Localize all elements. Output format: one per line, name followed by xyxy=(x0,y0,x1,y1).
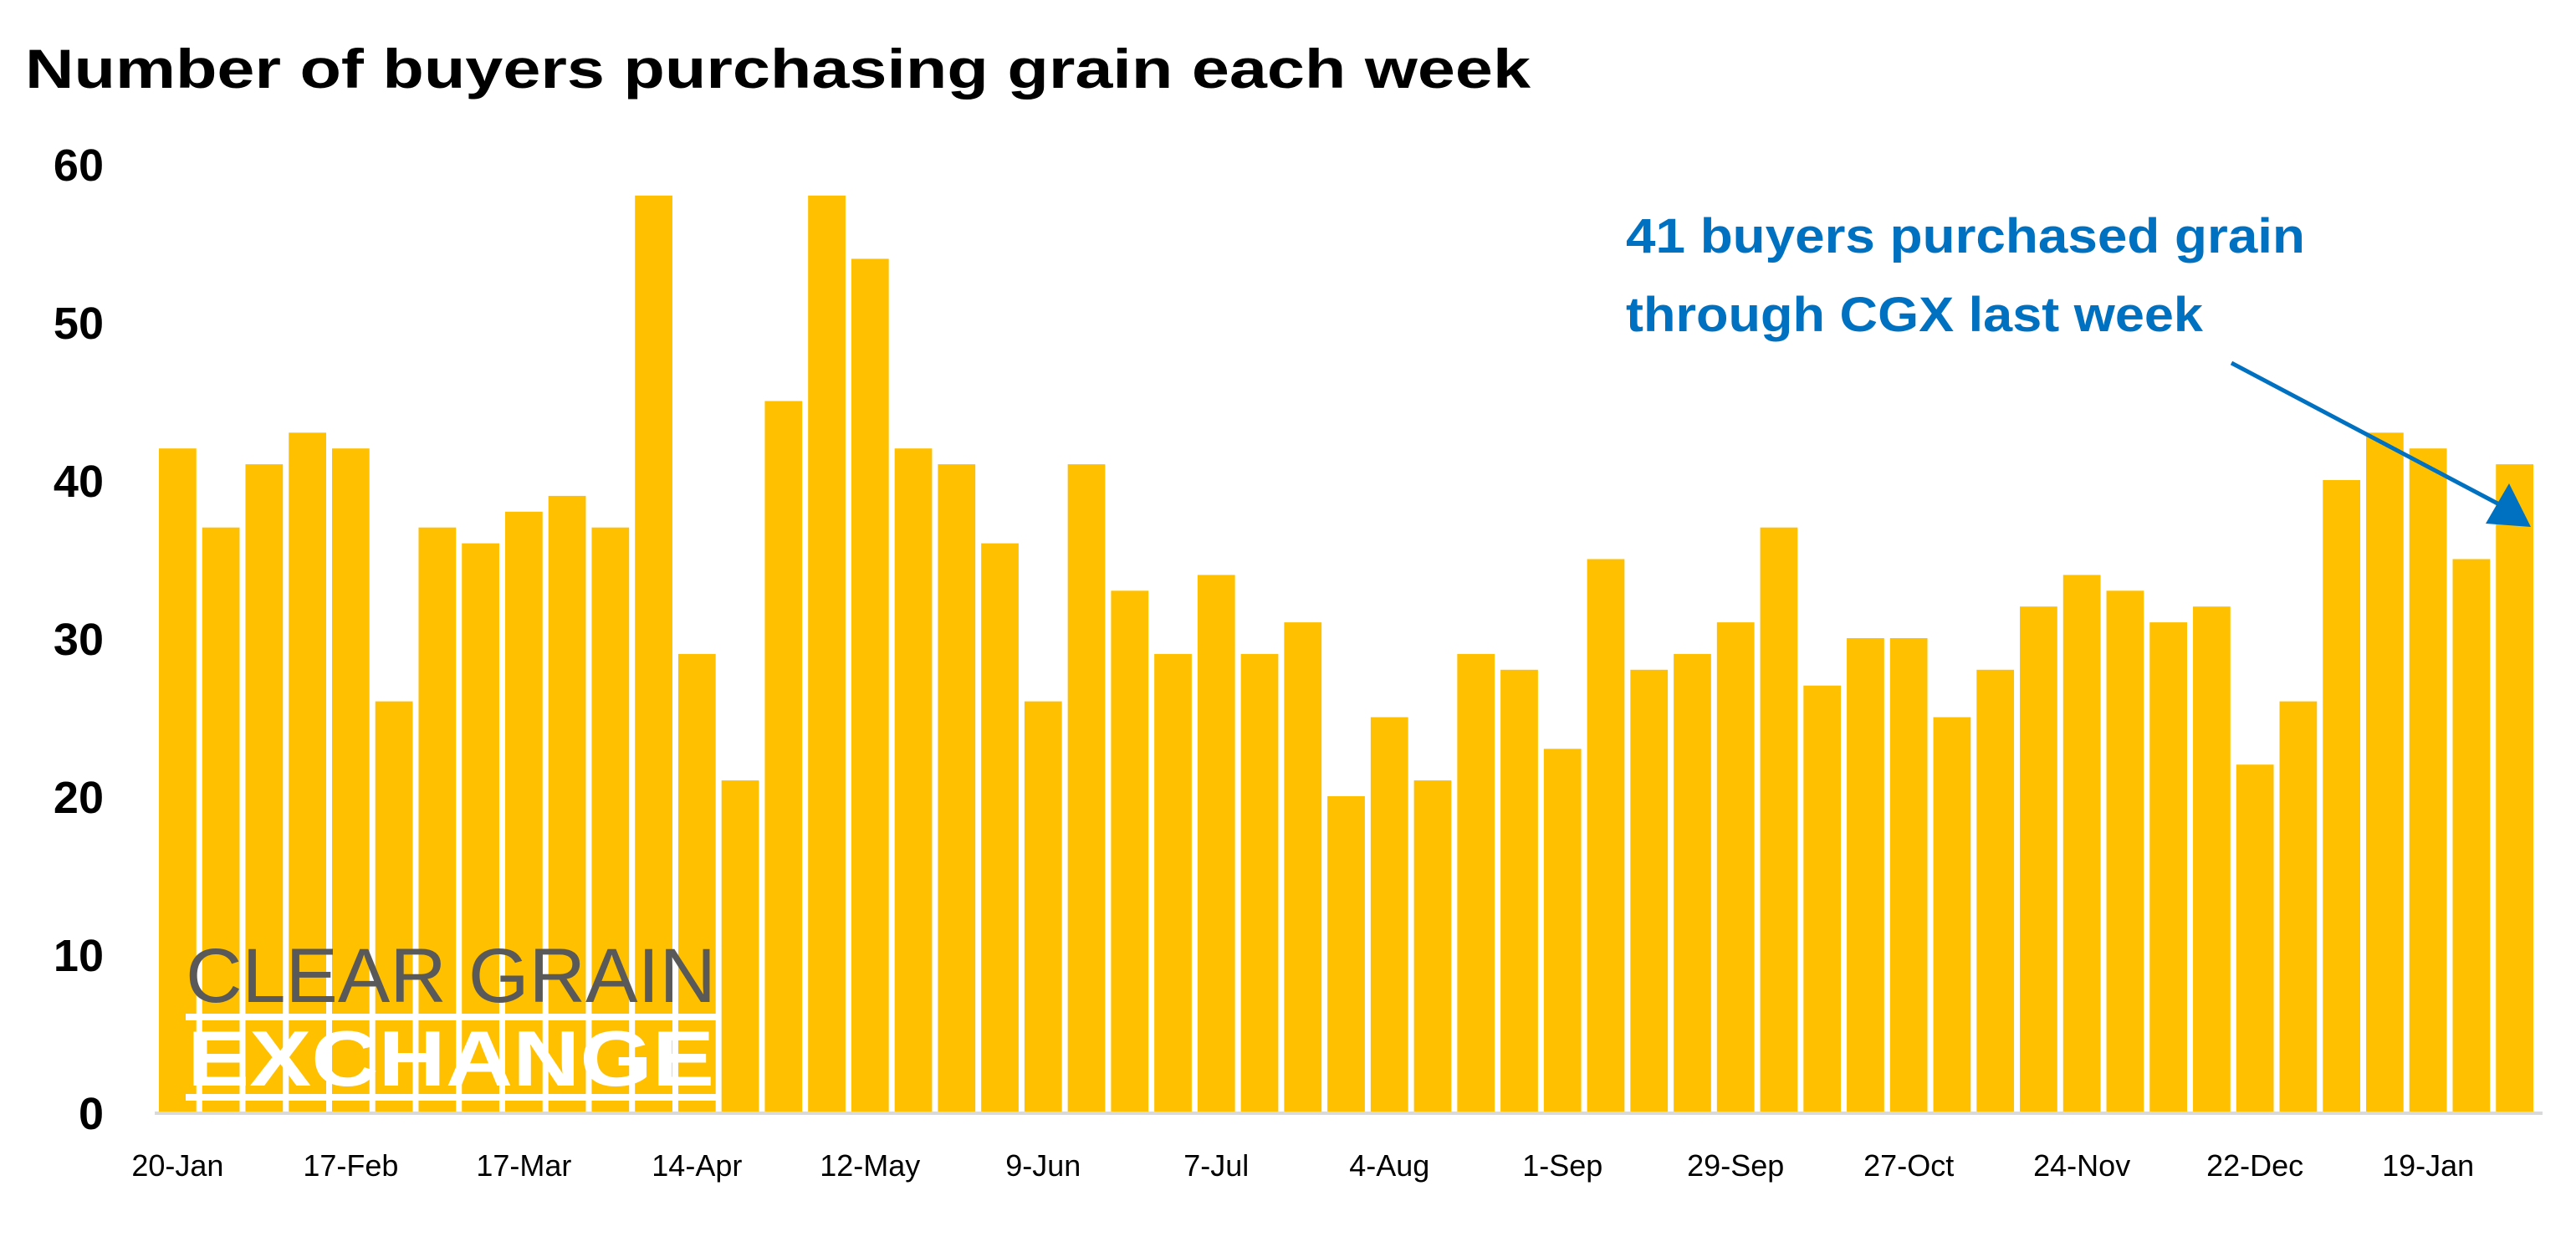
bar xyxy=(1067,464,1106,1112)
bar xyxy=(1760,527,1798,1112)
x-tick-label: 17-Feb xyxy=(303,1148,398,1183)
bar xyxy=(981,543,1019,1112)
bar xyxy=(159,448,197,1112)
bar xyxy=(851,258,889,1112)
bar xyxy=(677,653,716,1112)
bar xyxy=(764,401,803,1112)
bar xyxy=(1024,701,1062,1112)
bar xyxy=(1543,749,1582,1112)
bar xyxy=(1847,638,1884,1112)
annotation: 41 buyers purchased grain through CGX la… xyxy=(1626,209,2531,527)
bar xyxy=(1240,653,1279,1112)
y-tick-label: 10 xyxy=(54,931,104,981)
y-axis: 0 10 20 30 40 50 60 xyxy=(54,141,104,1139)
bar xyxy=(2020,606,2057,1112)
bar xyxy=(1327,796,1365,1112)
bar xyxy=(331,448,370,1112)
bar xyxy=(2366,432,2404,1112)
y-tick-label: 30 xyxy=(54,615,104,665)
y-tick-label: 20 xyxy=(54,773,104,823)
bar xyxy=(721,780,759,1112)
bar xyxy=(1674,653,1711,1112)
x-tick-label: 22-Dec xyxy=(2206,1148,2303,1183)
bar xyxy=(504,511,543,1112)
y-tick-label: 60 xyxy=(54,141,104,191)
x-tick-label: 24-Nov xyxy=(2033,1148,2130,1183)
bar xyxy=(635,195,672,1112)
bar xyxy=(938,464,976,1112)
annotation-line1: 41 buyers purchased grain xyxy=(1626,209,2305,263)
y-tick-label: 40 xyxy=(54,457,104,507)
x-tick-label: 9-Jun xyxy=(1005,1148,1081,1183)
bar xyxy=(2279,701,2318,1112)
x-tick-label: 7-Jul xyxy=(1183,1148,1249,1183)
bar xyxy=(1154,653,1192,1112)
bar xyxy=(548,495,586,1112)
bar xyxy=(1933,717,1971,1112)
annotation-line2: through CGX last week xyxy=(1626,288,2204,342)
bar xyxy=(2236,764,2274,1112)
bar xyxy=(1197,575,1235,1112)
x-tick-label: 12-May xyxy=(820,1148,920,1183)
bar xyxy=(1716,622,1755,1112)
bar xyxy=(1976,669,2015,1112)
bar xyxy=(375,701,413,1112)
bar xyxy=(1370,717,1408,1112)
bar xyxy=(894,448,933,1112)
x-tick-label: 14-Apr xyxy=(652,1148,742,1183)
bar xyxy=(1111,590,1149,1112)
bar xyxy=(2409,448,2447,1112)
logo-line2: EXCHANGE xyxy=(187,1015,714,1102)
x-tick-label: 27-Oct xyxy=(1863,1148,1954,1183)
bar xyxy=(1500,669,1538,1112)
bar xyxy=(2193,606,2231,1112)
bar xyxy=(1457,653,1495,1112)
bar xyxy=(1413,780,1452,1112)
x-tick-label: 29-Sep xyxy=(1687,1148,1784,1183)
bar xyxy=(2106,590,2144,1112)
bar xyxy=(1587,559,1625,1112)
x-tick-label: 19-Jan xyxy=(2382,1148,2474,1183)
bar xyxy=(1889,638,1928,1112)
chart-title: Number of buyers purchasing grain each w… xyxy=(25,38,1531,100)
bar xyxy=(2149,622,2188,1112)
logo: CLEAR GRAIN EXCHANGE xyxy=(186,933,716,1102)
bar xyxy=(2496,464,2533,1112)
bar xyxy=(1803,685,1842,1112)
bar xyxy=(2062,575,2101,1112)
x-tick-label: 20-Jan xyxy=(131,1148,223,1183)
x-tick-label: 1-Sep xyxy=(1522,1148,1602,1183)
bar xyxy=(1630,669,1669,1112)
x-tick-label: 4-Aug xyxy=(1349,1148,1429,1183)
bar xyxy=(289,432,326,1112)
logo-line1: CLEAR GRAIN xyxy=(186,933,716,1019)
y-tick-label: 50 xyxy=(54,299,104,349)
annotation-arrow-line xyxy=(2230,360,2502,508)
bar xyxy=(2452,559,2491,1112)
y-tick-label: 0 xyxy=(79,1089,104,1139)
x-axis: 20-Jan 17-Feb 17-Mar 14-Apr 12-May 9-Jun 7-Jul… xyxy=(131,1148,2474,1183)
bar xyxy=(245,464,284,1112)
bar xyxy=(2323,480,2361,1112)
bar xyxy=(1284,622,1322,1112)
x-tick-label: 17-Mar xyxy=(476,1148,571,1183)
bar xyxy=(808,195,846,1112)
annotation-arrowhead-icon xyxy=(2486,483,2531,527)
